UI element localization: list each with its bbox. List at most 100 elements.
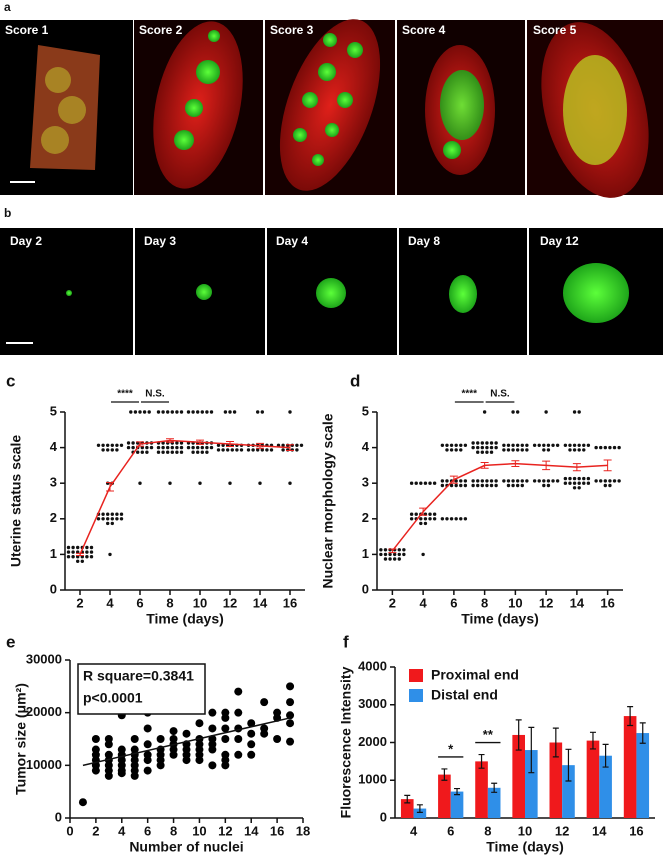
dot bbox=[563, 476, 568, 481]
y-tick-label: 20000 bbox=[26, 704, 62, 719]
point bbox=[234, 687, 243, 696]
point bbox=[234, 750, 243, 759]
dot bbox=[502, 448, 506, 452]
dot bbox=[175, 445, 179, 450]
dot bbox=[520, 448, 524, 452]
dot bbox=[520, 443, 524, 447]
dot bbox=[525, 443, 529, 447]
panel-a-images: a Score 1 Score 2 Score 3 Score 4 Score … bbox=[0, 0, 663, 198]
dot bbox=[290, 448, 294, 452]
error-bar bbox=[478, 753, 485, 769]
bracket-label: N.S. bbox=[145, 389, 165, 400]
point bbox=[260, 729, 269, 738]
dot bbox=[110, 512, 115, 516]
dot bbox=[476, 445, 480, 450]
x-tick-label: 4 bbox=[118, 823, 126, 838]
dot bbox=[295, 443, 299, 447]
dot bbox=[454, 517, 458, 521]
dot bbox=[96, 517, 101, 521]
dot bbox=[546, 483, 551, 488]
x-tick-label: 2 bbox=[76, 595, 83, 610]
x-tick-label: 16 bbox=[629, 823, 643, 838]
dot bbox=[506, 448, 511, 452]
dot bbox=[544, 410, 548, 414]
fit-line bbox=[82, 717, 291, 767]
point bbox=[91, 750, 100, 759]
bar bbox=[450, 791, 464, 818]
dot bbox=[76, 559, 80, 563]
bar bbox=[413, 808, 427, 818]
dot bbox=[145, 445, 149, 450]
point bbox=[208, 761, 217, 770]
bar bbox=[562, 765, 575, 818]
point bbox=[104, 735, 113, 743]
dot bbox=[476, 450, 480, 454]
point bbox=[221, 724, 230, 733]
point bbox=[143, 756, 152, 765]
dot bbox=[106, 512, 110, 516]
dot bbox=[115, 517, 119, 521]
point bbox=[130, 735, 139, 743]
dot bbox=[170, 410, 174, 414]
dot bbox=[402, 552, 406, 557]
dot bbox=[476, 483, 480, 488]
dot bbox=[542, 483, 546, 488]
dot bbox=[126, 441, 131, 445]
dot bbox=[191, 445, 195, 450]
dot bbox=[414, 481, 418, 485]
image-label: Day 4 bbox=[276, 234, 308, 248]
dot bbox=[459, 448, 463, 452]
dot bbox=[221, 448, 225, 452]
dot bbox=[489, 479, 494, 483]
mean-line bbox=[79, 439, 291, 555]
dot bbox=[432, 512, 437, 516]
x-tick-label: 12 bbox=[539, 595, 553, 610]
dot bbox=[445, 479, 449, 483]
y-tick-label: 2 bbox=[362, 510, 369, 525]
dot bbox=[555, 443, 560, 447]
dot bbox=[617, 445, 621, 450]
dot bbox=[577, 486, 581, 490]
dot bbox=[295, 448, 299, 452]
x-tick-label: 8 bbox=[484, 823, 491, 838]
point bbox=[286, 682, 295, 691]
x-tick-label: 4 bbox=[420, 595, 428, 610]
dot bbox=[397, 552, 401, 557]
dot bbox=[603, 483, 608, 488]
dot bbox=[115, 443, 119, 447]
image-label: Day 2 bbox=[10, 234, 42, 248]
panel-letter: a bbox=[4, 0, 11, 14]
error-bar bbox=[454, 787, 461, 796]
dot bbox=[485, 483, 489, 488]
panel-b-images: b Day 2 Day 3 Day 4 Day 8 Day 12 bbox=[0, 206, 663, 355]
dot bbox=[568, 476, 572, 481]
dot bbox=[423, 521, 428, 526]
dot bbox=[582, 481, 586, 485]
x-tick-label: 0 bbox=[66, 823, 73, 838]
x-tick-label: 4 bbox=[106, 595, 114, 610]
dot bbox=[515, 448, 520, 452]
error-bar bbox=[528, 726, 535, 774]
bracket-label: ** bbox=[483, 727, 494, 742]
dot bbox=[161, 445, 165, 450]
dot bbox=[119, 443, 124, 447]
dot bbox=[423, 517, 428, 521]
point bbox=[273, 735, 282, 743]
dot bbox=[228, 481, 232, 485]
dot bbox=[511, 479, 515, 483]
y-tick-label: 0 bbox=[362, 581, 369, 596]
dot bbox=[603, 479, 608, 483]
bar bbox=[549, 742, 563, 818]
error-bar bbox=[603, 459, 612, 472]
dot bbox=[119, 512, 124, 516]
x-tick-label: 8 bbox=[481, 595, 488, 610]
point bbox=[208, 745, 217, 754]
dot bbox=[235, 448, 239, 452]
bar bbox=[599, 755, 612, 818]
dot bbox=[196, 410, 200, 414]
dot bbox=[471, 445, 475, 450]
dot bbox=[612, 479, 617, 483]
dot bbox=[480, 445, 485, 450]
x-tick-label: 16 bbox=[600, 595, 614, 610]
image-label: Day 12 bbox=[540, 234, 579, 248]
